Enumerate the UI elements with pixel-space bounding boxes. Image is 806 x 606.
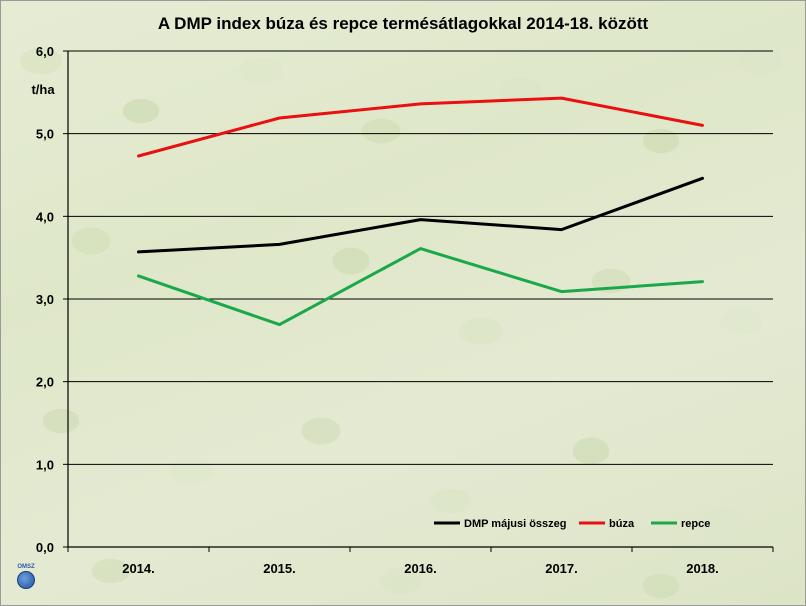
x-tick-label: 2016. — [404, 561, 437, 576]
y-axis-label: t/ha — [31, 82, 55, 97]
series-line-2 — [137, 247, 704, 327]
x-tick-label: 2017. — [545, 561, 578, 576]
gridlines — [68, 50, 773, 465]
x-tick-label: 2014. — [122, 561, 155, 576]
x-tick-label: 2018. — [686, 561, 719, 576]
legend-label: DMP májusi összeg — [464, 518, 567, 530]
chart-title: A DMP index búza és repce termésátlagokk… — [158, 14, 649, 33]
y-tick-labels: 0,0 1,0 2,0 3,0 4,0 5,0 6,0 — [36, 44, 54, 555]
omsz-logo: OMSZ — [15, 564, 37, 590]
y-tick-label: 5,0 — [36, 127, 54, 142]
x-tick-label: 2015. — [263, 561, 296, 576]
series-lines — [137, 96, 704, 327]
logo-text: OMSZ — [17, 564, 35, 570]
series-line-0 — [137, 176, 704, 254]
series-line-1 — [137, 96, 704, 158]
y-tick-label: 3,0 — [36, 292, 54, 307]
x-tick-labels: 2014. 2015. 2016. 2017. 2018. — [122, 561, 719, 576]
y-tick-label: 4,0 — [36, 209, 54, 224]
y-tick-label: 1,0 — [36, 457, 54, 472]
y-tick-label: 6,0 — [36, 44, 54, 59]
legend: DMP májusi összeg búza repce — [434, 518, 710, 530]
y-tick-label: 2,0 — [36, 375, 54, 390]
y-tick-label: 0,0 — [36, 540, 54, 555]
legend-label: búza — [609, 518, 635, 530]
axes — [63, 50, 774, 552]
legend-label: repce — [681, 518, 710, 530]
omsz-emblem-icon — [17, 571, 35, 589]
